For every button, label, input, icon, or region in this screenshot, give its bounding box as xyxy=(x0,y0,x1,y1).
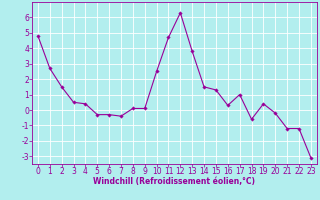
X-axis label: Windchill (Refroidissement éolien,°C): Windchill (Refroidissement éolien,°C) xyxy=(93,177,255,186)
